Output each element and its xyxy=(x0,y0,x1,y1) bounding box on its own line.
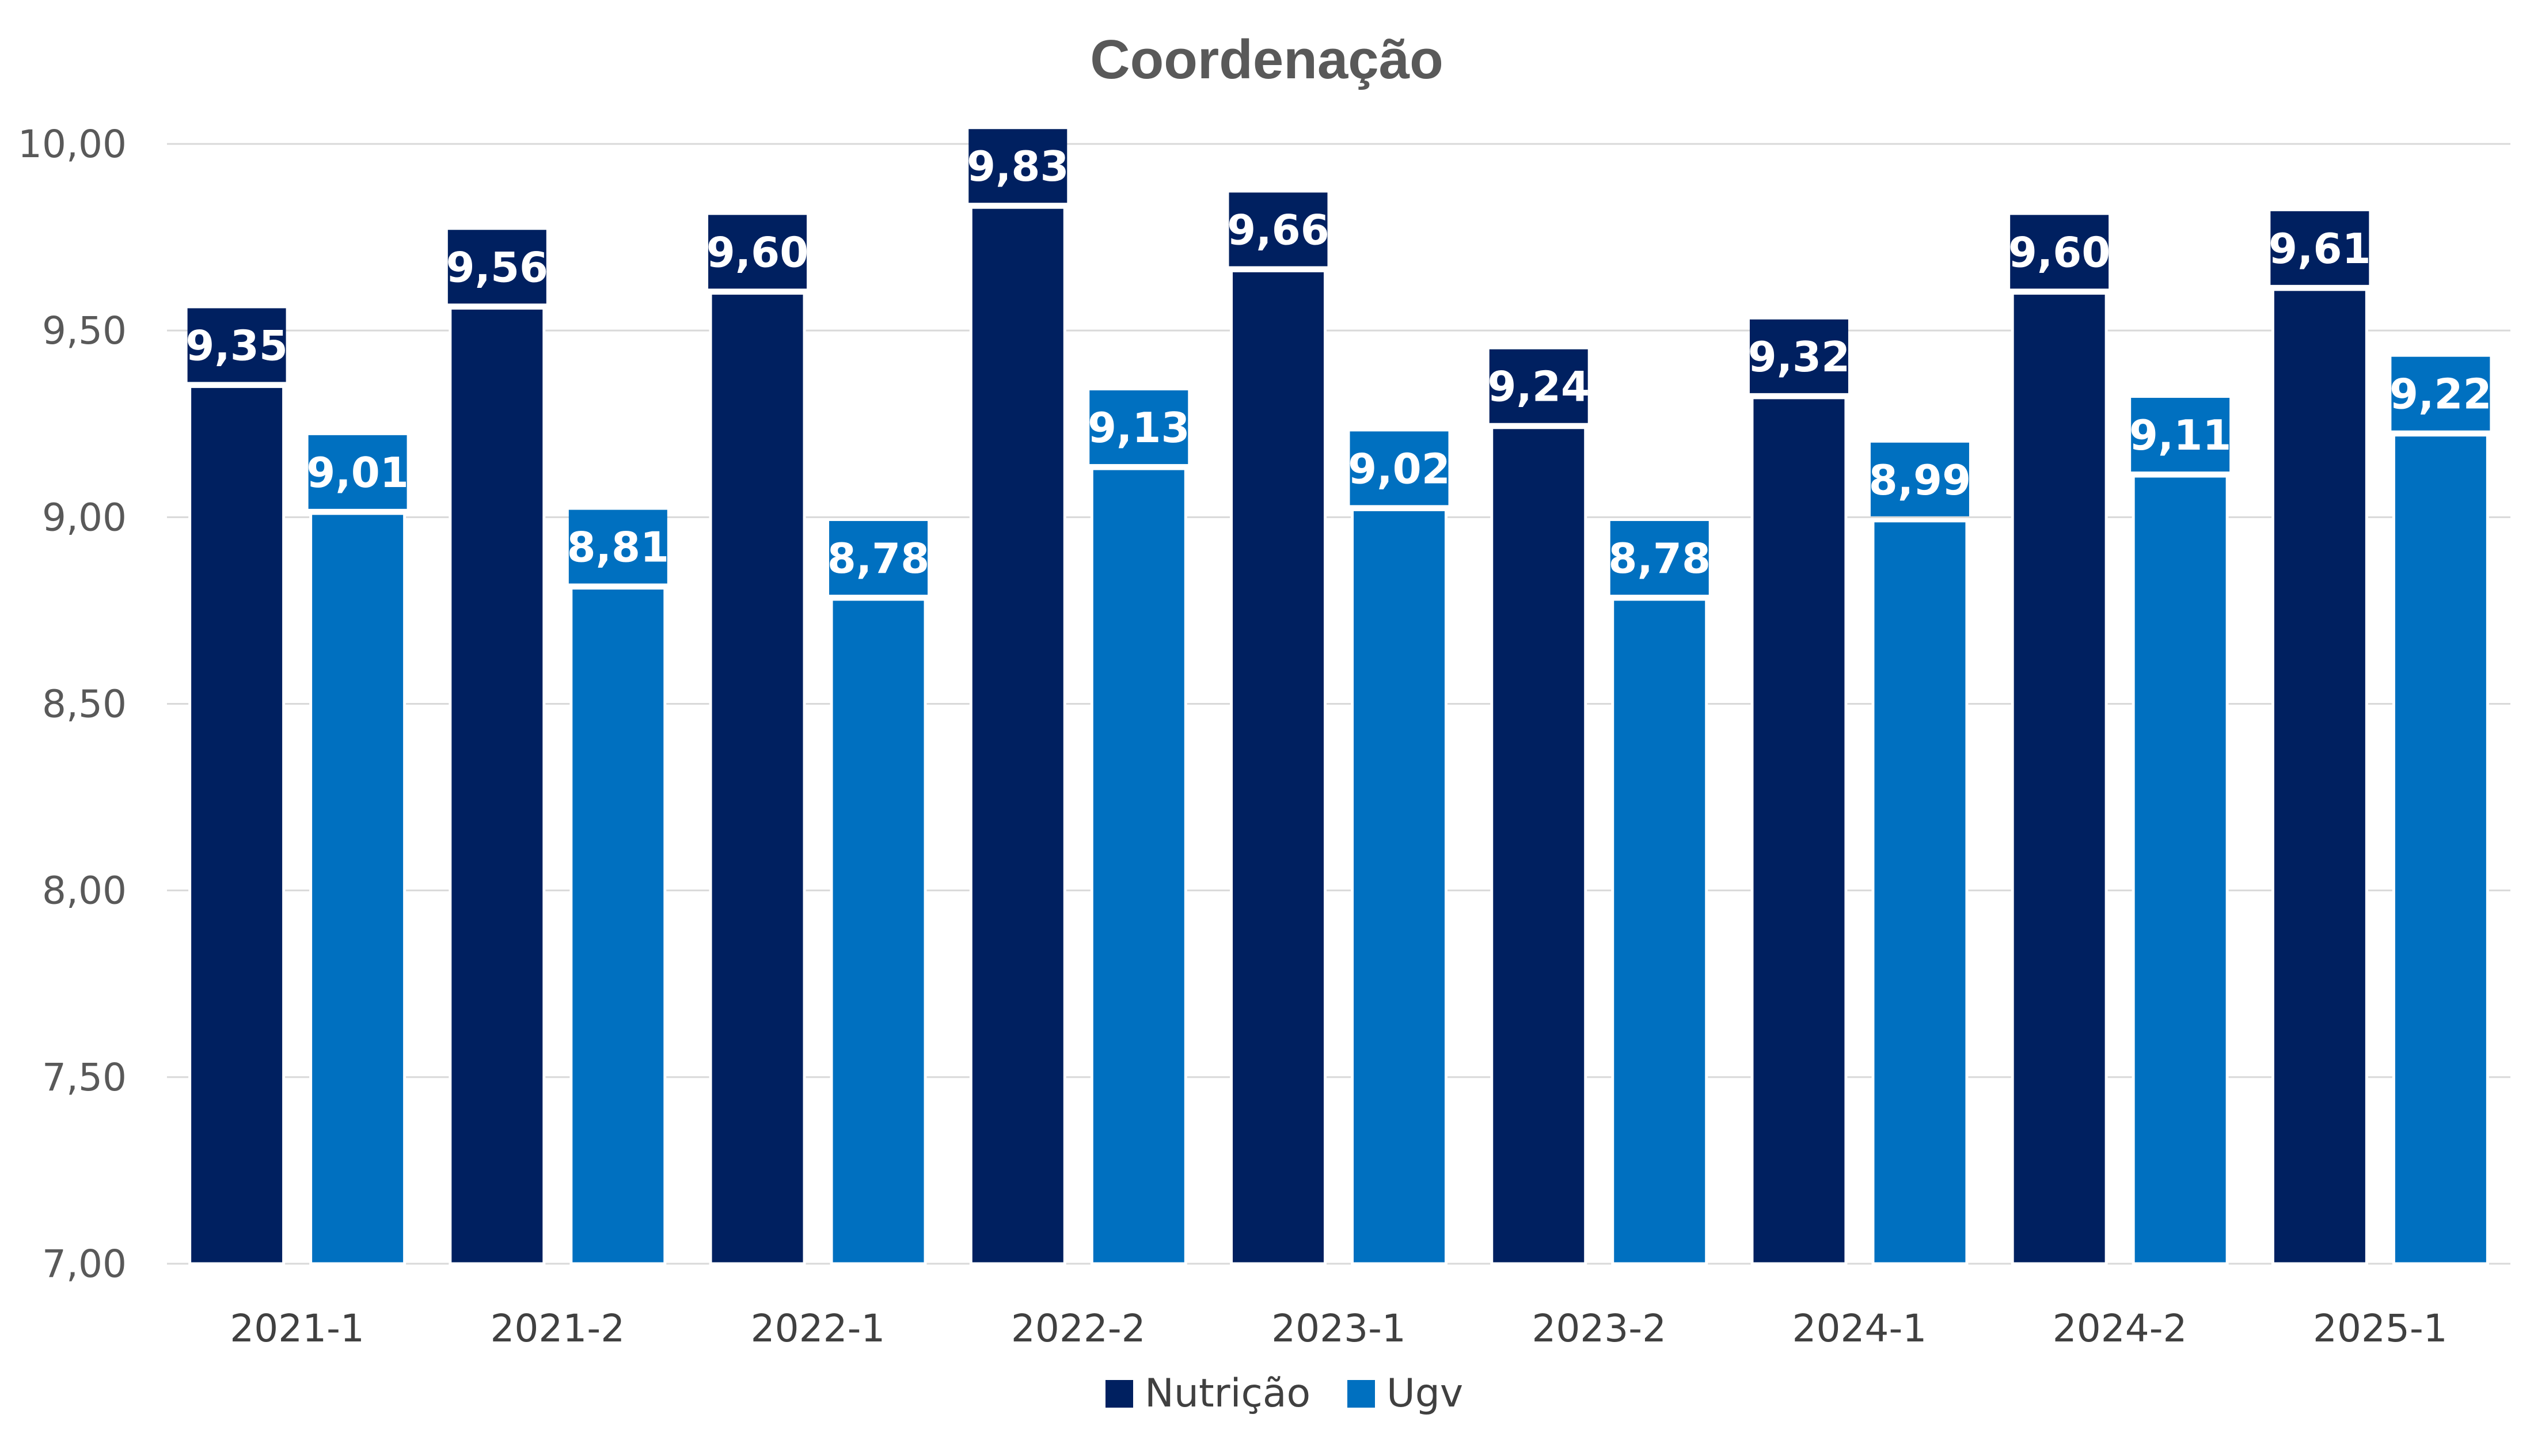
y-tick-label: 9,50 xyxy=(42,309,127,353)
bar-ugv-2021-1 xyxy=(309,512,406,1265)
chart-title: Coordenação xyxy=(1090,29,1443,90)
bar-ugv-2024-1 xyxy=(1871,519,1969,1265)
bar-ugv-2022-1 xyxy=(830,598,927,1265)
legend-swatch xyxy=(1347,1380,1375,1408)
data-label: 9,61 xyxy=(2269,225,2371,273)
x-tick-label: 2021-2 xyxy=(490,1306,625,1351)
x-tick-label: 2022-1 xyxy=(751,1306,886,1351)
legend-label: Nutrição xyxy=(1145,1371,1310,1416)
legend-swatch xyxy=(1105,1380,1133,1408)
data-label-box xyxy=(1749,319,1848,393)
y-tick-label: 7,50 xyxy=(42,1055,127,1100)
data-label-box xyxy=(968,129,1067,203)
data-label-box xyxy=(308,435,407,509)
data-label: 9,02 xyxy=(1348,444,1450,493)
x-tick-label: 2024-2 xyxy=(2053,1306,2187,1351)
legend-label: Ugv xyxy=(1386,1371,1463,1416)
data-label-box xyxy=(2131,398,2230,472)
bar-nutrio-2025-1 xyxy=(2271,288,2368,1265)
data-label: 9,56 xyxy=(446,243,549,291)
bar-ugv-2025-1 xyxy=(2392,434,2489,1265)
data-label-box xyxy=(447,230,546,304)
x-tick-label: 2021-1 xyxy=(230,1306,364,1351)
data-label-box xyxy=(187,308,286,382)
data-label-box xyxy=(568,510,667,584)
data-label-box xyxy=(1229,192,1328,267)
legend: Nutrição Ugv xyxy=(1105,1371,1463,1416)
data-label: 9,83 xyxy=(967,142,1069,191)
data-label: 9,22 xyxy=(2389,370,2492,419)
bar-nutrio-2021-1 xyxy=(188,385,286,1265)
bar-ugv-2021-2 xyxy=(569,587,667,1265)
x-tick-label: 2025-1 xyxy=(2313,1306,2448,1351)
bar-ugv-2024-2 xyxy=(2132,474,2229,1265)
x-tick-label: 2024-1 xyxy=(1792,1306,1927,1351)
data-label: 8,78 xyxy=(1608,534,1711,583)
x-tick-label: 2022-2 xyxy=(1011,1306,1146,1351)
gridlines xyxy=(167,143,2510,1265)
y-tick-label: 8,00 xyxy=(42,869,127,913)
data-label-box xyxy=(2391,356,2490,431)
y-axis: 7,00 7,50 8,00 8,50 9,00 9,50 10,00 xyxy=(18,122,127,1286)
data-label: 9,01 xyxy=(306,448,409,497)
y-tick-label: 10,00 xyxy=(18,122,127,166)
data-label-box xyxy=(1610,520,1709,595)
data-label: 9,60 xyxy=(2008,228,2111,276)
data-label: 9,32 xyxy=(1748,333,1851,381)
bar-nutrio-2022-2 xyxy=(969,206,1066,1265)
bar-nutrio-2023-1 xyxy=(1230,269,1327,1265)
data-label: 9,66 xyxy=(1227,206,1329,254)
data-label-box xyxy=(1489,349,1588,423)
data-label-box xyxy=(708,215,807,289)
data-label: 8,81 xyxy=(567,523,670,572)
data-label: 9,11 xyxy=(2129,411,2232,459)
x-axis: 2021-1 2021-2 2022-1 2022-2 2023-1 2023-2 2024… xyxy=(230,1306,2448,1351)
bar-nutrio-2024-2 xyxy=(2011,291,2108,1265)
y-tick-label: 7,00 xyxy=(42,1242,127,1286)
bar-nutrio-2023-2 xyxy=(1490,426,1587,1265)
bar-nutrio-2022-1 xyxy=(709,291,806,1265)
data-label-box xyxy=(2270,211,2369,285)
data-label: 9,24 xyxy=(1487,363,1590,411)
bar-ugv-2023-2 xyxy=(1611,598,1708,1265)
data-label: 9,35 xyxy=(185,321,288,370)
x-tick-label: 2023-2 xyxy=(1532,1306,1666,1351)
data-label-box xyxy=(1870,442,1969,516)
bar-nutrio-2024-1 xyxy=(1750,396,1848,1265)
bar-ugv-2022-2 xyxy=(1090,467,1187,1265)
bars: 9,35 9,01 9,56 8,81 9,60 8,78 9,83 9,13 9,66 9,02… xyxy=(185,129,2492,1265)
data-label: 8,99 xyxy=(1869,456,1971,504)
data-label: 9,60 xyxy=(706,228,809,276)
data-label-box xyxy=(829,520,928,595)
y-tick-label: 8,50 xyxy=(42,682,127,727)
data-label-box xyxy=(1089,390,1188,465)
bar-nutrio-2021-2 xyxy=(449,306,546,1265)
data-label: 9,13 xyxy=(1088,404,1190,452)
y-tick-label: 9,00 xyxy=(42,495,127,539)
data-label-box xyxy=(2010,215,2109,289)
bar-ugv-2023-1 xyxy=(1351,508,1448,1265)
data-label-box xyxy=(1350,431,1449,505)
x-tick-label: 2023-1 xyxy=(1271,1306,1406,1351)
data-label: 8,78 xyxy=(827,534,930,583)
